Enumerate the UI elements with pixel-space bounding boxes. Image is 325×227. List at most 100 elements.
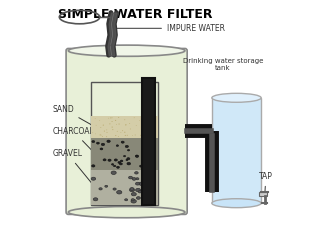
Ellipse shape [145,118,147,119]
Ellipse shape [111,121,113,122]
Ellipse shape [113,188,116,190]
Ellipse shape [111,164,114,165]
Ellipse shape [100,148,103,150]
Ellipse shape [105,185,108,187]
Ellipse shape [124,132,125,133]
Text: CHARCOAL: CHARCOAL [53,127,94,152]
Ellipse shape [127,162,131,165]
Ellipse shape [115,120,116,121]
Ellipse shape [99,120,100,121]
Ellipse shape [136,178,139,180]
Ellipse shape [127,158,130,160]
Ellipse shape [97,142,99,144]
Ellipse shape [140,135,142,136]
Ellipse shape [155,119,156,120]
Ellipse shape [139,182,144,185]
Ellipse shape [115,135,116,136]
Ellipse shape [126,159,128,161]
Ellipse shape [119,163,122,165]
Ellipse shape [124,155,125,157]
Ellipse shape [129,123,130,124]
Ellipse shape [111,171,116,174]
Bar [212,98,261,203]
Ellipse shape [143,121,144,122]
Ellipse shape [124,119,125,120]
Ellipse shape [212,199,261,208]
Ellipse shape [93,198,98,201]
Ellipse shape [132,178,136,180]
Ellipse shape [212,93,261,102]
Ellipse shape [125,145,128,148]
Ellipse shape [118,123,120,125]
Ellipse shape [111,127,113,128]
Text: SIMPLE WATER FILTER: SIMPLE WATER FILTER [58,8,213,21]
Ellipse shape [102,136,103,137]
Ellipse shape [113,165,116,167]
Ellipse shape [92,132,93,133]
Bar [91,116,158,138]
Ellipse shape [125,124,126,126]
Ellipse shape [118,117,119,118]
Ellipse shape [139,165,142,167]
Ellipse shape [127,135,128,136]
Ellipse shape [136,155,138,157]
Ellipse shape [104,131,105,132]
Ellipse shape [132,135,133,136]
Ellipse shape [150,142,154,144]
Ellipse shape [68,207,185,218]
Ellipse shape [125,135,126,136]
Bar [91,170,158,205]
Ellipse shape [143,122,144,123]
Text: IMPURE WATER: IMPURE WATER [117,24,225,33]
Ellipse shape [136,182,140,185]
Ellipse shape [125,199,128,201]
Bar [142,78,155,205]
Ellipse shape [134,117,135,118]
Ellipse shape [130,188,134,190]
Bar [91,82,158,205]
Ellipse shape [136,188,141,192]
Ellipse shape [99,134,101,136]
Ellipse shape [141,134,142,135]
Text: GRAVEL: GRAVEL [53,149,94,185]
Ellipse shape [135,172,138,174]
Ellipse shape [117,190,122,194]
Ellipse shape [138,190,142,193]
Ellipse shape [110,117,111,118]
Ellipse shape [131,192,136,196]
Ellipse shape [107,132,108,133]
Ellipse shape [116,124,117,125]
Ellipse shape [136,155,138,157]
Ellipse shape [108,159,111,161]
Ellipse shape [146,123,147,125]
Ellipse shape [100,127,101,128]
Ellipse shape [114,159,117,161]
Ellipse shape [144,161,147,163]
Bar [91,138,158,170]
Ellipse shape [122,130,123,131]
Ellipse shape [118,136,119,137]
Ellipse shape [95,118,96,119]
Ellipse shape [107,140,110,143]
Ellipse shape [101,143,105,146]
Ellipse shape [146,136,147,137]
FancyBboxPatch shape [66,49,187,214]
Text: Drinking water storage
tank: Drinking water storage tank [183,58,263,71]
Ellipse shape [118,161,121,163]
Ellipse shape [125,124,126,125]
Ellipse shape [91,177,96,180]
Ellipse shape [117,131,118,132]
Ellipse shape [109,123,110,124]
Ellipse shape [92,141,95,143]
Ellipse shape [131,200,136,203]
Ellipse shape [116,145,119,146]
Ellipse shape [103,125,104,126]
Ellipse shape [103,159,106,161]
Ellipse shape [106,136,107,137]
Bar [259,192,267,196]
Ellipse shape [127,149,130,151]
Ellipse shape [92,165,95,167]
Ellipse shape [99,188,102,190]
Ellipse shape [136,197,140,199]
Ellipse shape [96,125,97,126]
